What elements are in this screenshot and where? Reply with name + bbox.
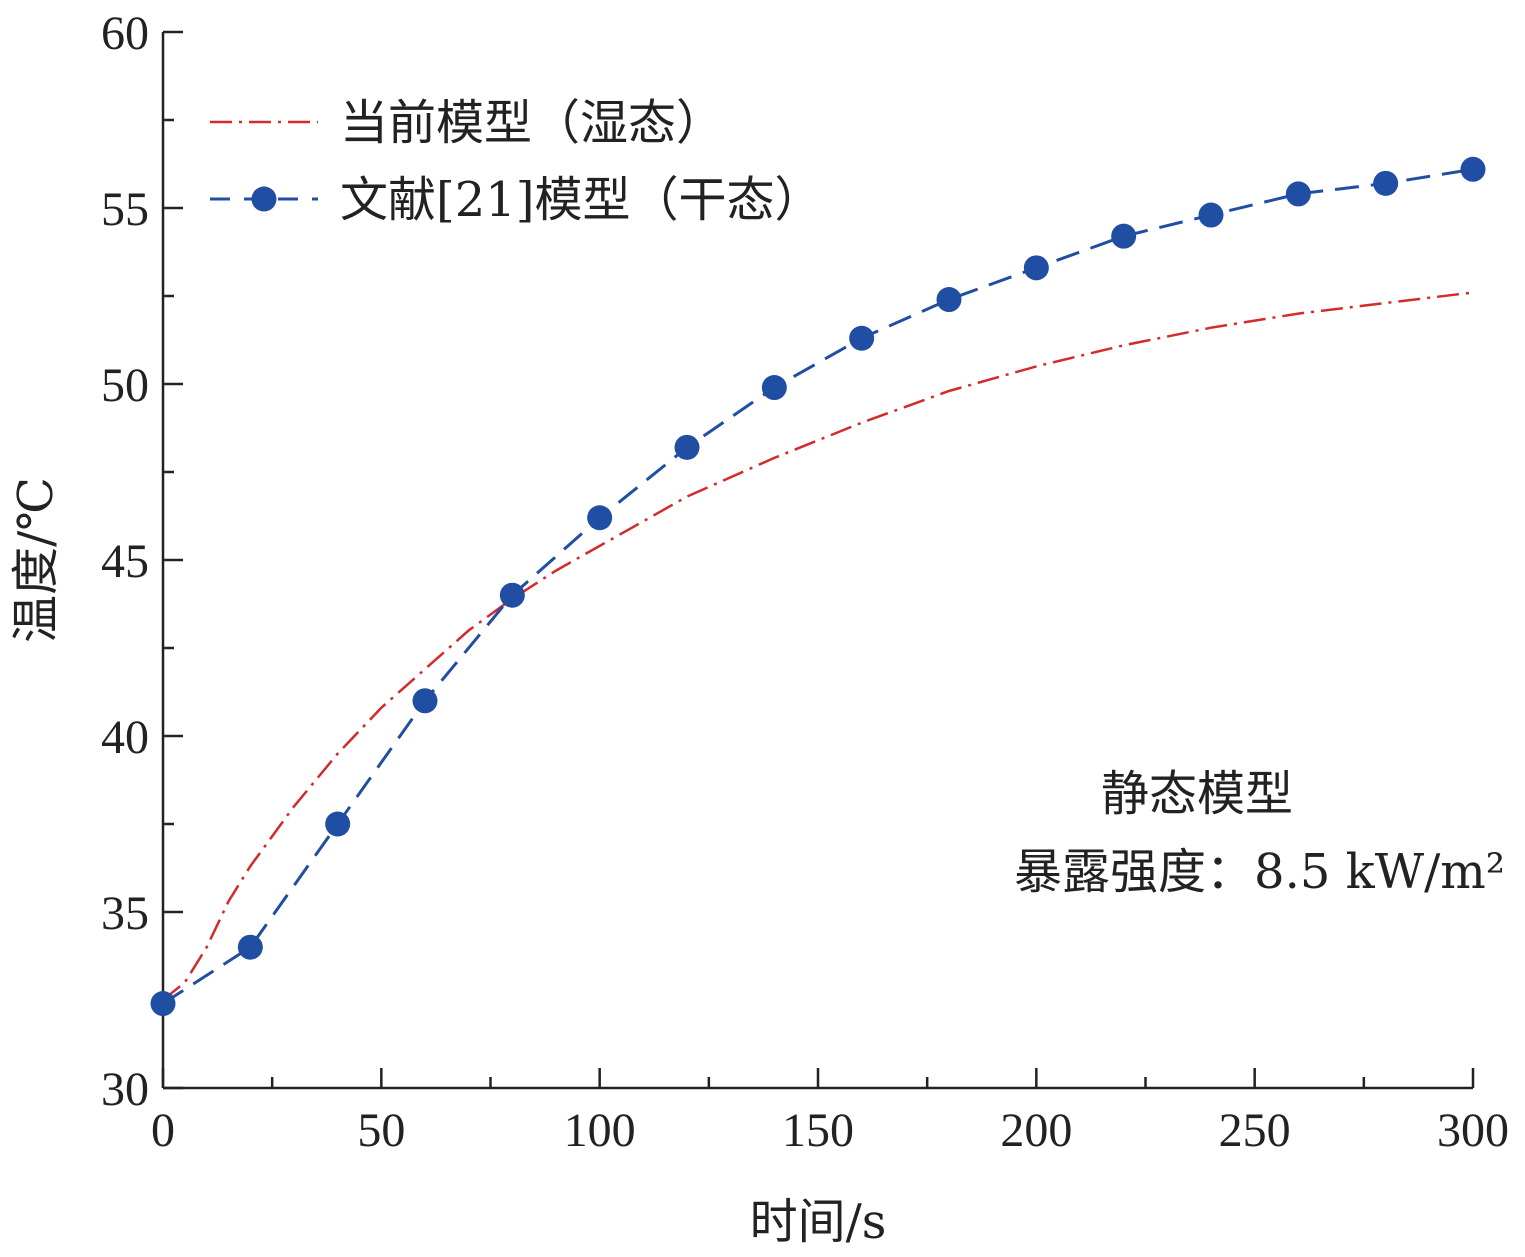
y-tick-label: 30 [101, 1063, 149, 1116]
annotation-exposure: 暴露强度：8.5 kW/m² [1014, 844, 1505, 900]
x-tick-label: 300 [1437, 1104, 1509, 1157]
x-tick-label: 50 [357, 1104, 405, 1157]
x-tick-label: 200 [1000, 1104, 1072, 1157]
data-point-dry [237, 934, 263, 960]
series-layer [150, 156, 1486, 1017]
data-point-dry [936, 287, 962, 313]
series-line-dry [162, 167, 1474, 1005]
data-point-dry [674, 434, 700, 460]
y-tick-label: 55 [101, 183, 149, 236]
data-point-dry [1373, 170, 1399, 196]
data-point-dry [849, 325, 875, 351]
annotation: 静态模型 暴露强度：8.5 kW/m² [1014, 766, 1505, 900]
data-point-dry [412, 688, 438, 714]
x-axis-title: 时间/s [750, 1194, 887, 1250]
y-tick-label: 45 [101, 535, 149, 588]
series-line-wet [162, 291, 1474, 1001]
x-tick-label: 0 [151, 1104, 175, 1157]
data-point-dry [150, 991, 176, 1017]
data-point-dry [1460, 156, 1486, 182]
y-tick-label: 50 [101, 359, 149, 412]
annotation-model-type: 静态模型 [1101, 766, 1293, 822]
data-point-dry [1198, 202, 1224, 228]
x-tick-label: 100 [564, 1104, 636, 1157]
data-point-dry [1023, 255, 1049, 281]
y-tick-label: 35 [101, 887, 149, 940]
legend-label-wet: 当前模型（湿态） [340, 95, 724, 151]
x-tick-label: 250 [1219, 1104, 1291, 1157]
y-tick-label: 60 [101, 7, 149, 60]
x-ticks: 0 50 100 150 200 250 300 [151, 1068, 1509, 1157]
x-tick-label: 150 [782, 1104, 854, 1157]
y-axis-title: 温度/℃ [8, 477, 64, 643]
data-point-dry [587, 505, 613, 531]
data-point-dry [1285, 181, 1311, 207]
data-point-dry [325, 811, 351, 837]
y-ticks: 30 35 40 45 50 55 60 [101, 7, 183, 1116]
legend-label-dry: 文献[21]模型（干态） [340, 172, 823, 228]
data-point-dry [1111, 223, 1137, 249]
legend-marker-dry [251, 186, 277, 212]
y-tick-label: 40 [101, 711, 149, 764]
legend: 当前模型（湿态） 文献[21]模型（干态） [210, 95, 823, 228]
data-point-dry [761, 375, 787, 401]
data-point-dry [499, 582, 525, 608]
